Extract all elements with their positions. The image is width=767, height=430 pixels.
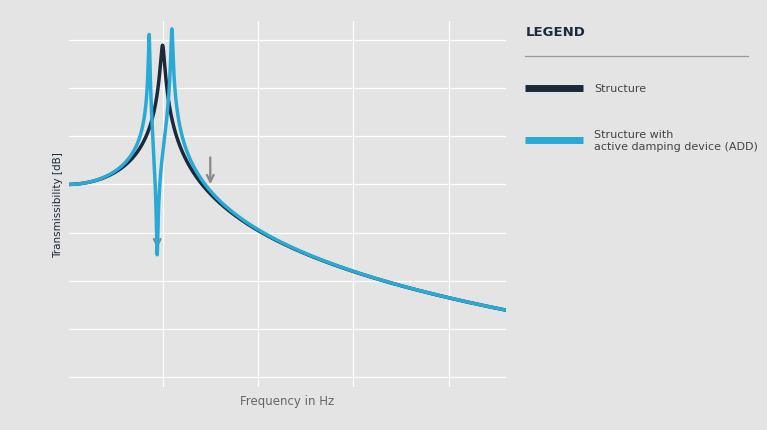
Text: Structure with
active damping device (ADD): Structure with active damping device (AD…	[594, 130, 759, 151]
Text: LEGEND: LEGEND	[525, 26, 585, 39]
X-axis label: Frequency in Hz: Frequency in Hz	[241, 394, 334, 407]
Text: Structure: Structure	[594, 84, 647, 94]
Y-axis label: Transmissibility [dB]: Transmissibility [dB]	[54, 151, 64, 257]
